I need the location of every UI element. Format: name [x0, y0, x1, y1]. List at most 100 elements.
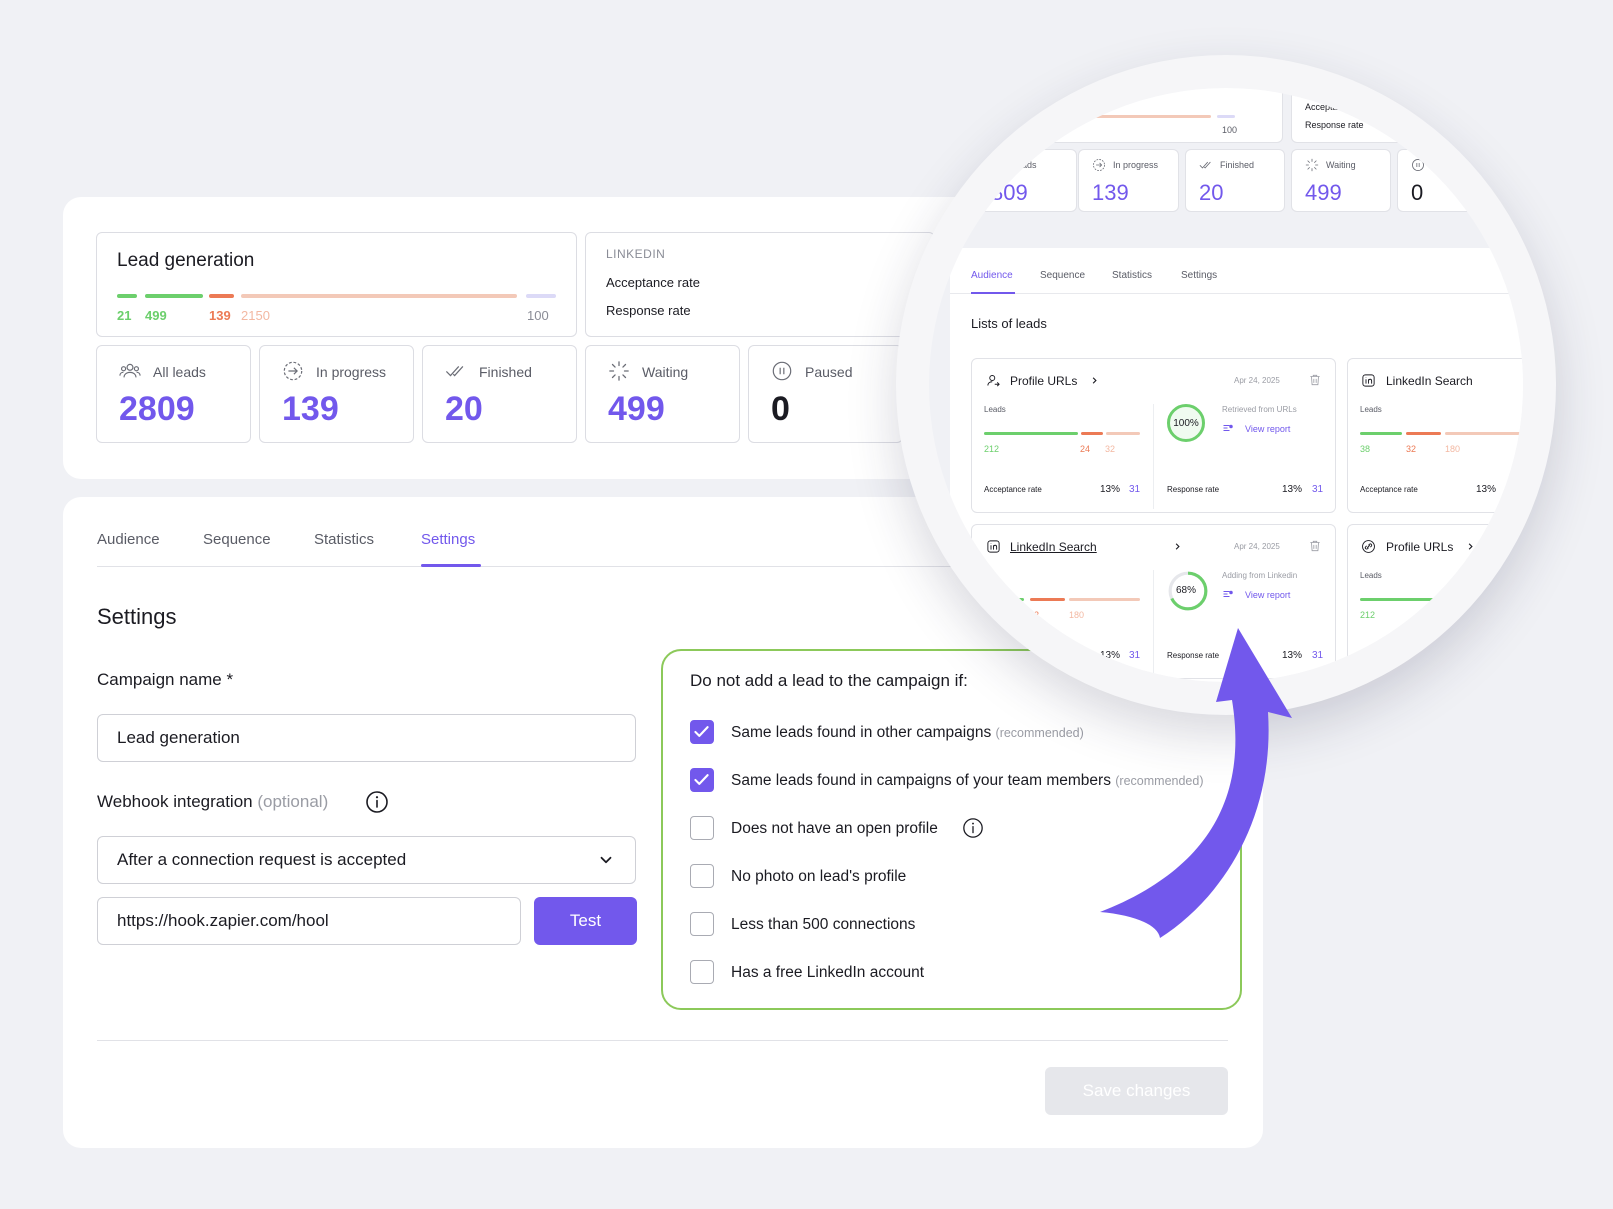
- save-changes-label: Save changes: [1082, 1081, 1191, 1100]
- zoom-lead-list-card[interactable]: LinkedIn Search Apr 24, 2025 ads 2 180 6…: [971, 524, 1336, 679]
- zoom-acc-label: Acceptance rate: [984, 485, 1042, 494]
- tab-statistics[interactable]: Statistics: [314, 531, 375, 548]
- link-icon: [1362, 540, 1375, 553]
- zoom-leads-label: Leads: [1360, 405, 1382, 414]
- zoom-bar-green: [984, 598, 1024, 601]
- chevron-right-icon: [1175, 543, 1180, 550]
- trash-icon[interactable]: [1308, 539, 1322, 553]
- zoom-number: 32: [1105, 444, 1116, 454]
- zoom-resp-count: 31: [1312, 650, 1324, 661]
- zoom-tab-audience[interactable]: Audience: [971, 270, 1013, 281]
- stat-paused[interactable]: Paused 0: [748, 345, 903, 443]
- stat-waiting[interactable]: Waiting 499: [585, 345, 740, 443]
- tab-settings[interactable]: Settings: [421, 531, 476, 548]
- recommended-note: (recommended): [1115, 774, 1204, 788]
- zoom-bar-orange: [1081, 432, 1103, 435]
- spinner-icon: [609, 361, 629, 381]
- pause-icon: [1412, 159, 1424, 171]
- zoom-tab-settings[interactable]: Settings: [1181, 270, 1218, 281]
- zoom-percent: 68%: [1176, 585, 1197, 596]
- stat-all-leads[interactable]: All leads 2809: [96, 345, 251, 443]
- linkedin-rates-box: LINKEDIN Acceptance rate Response rate: [585, 232, 935, 337]
- zoom-bar-green: [1360, 598, 1480, 601]
- zoom-card-title: Profile URLs: [1010, 374, 1078, 388]
- exclusion-text: Does not have an open profile: [731, 820, 938, 837]
- campaign-progress-box: Lead generation 21 499 139 2150 100: [96, 232, 577, 337]
- zoom-number: 24: [1080, 444, 1091, 454]
- zoom-status: Adding from Linkedin: [1222, 571, 1298, 580]
- zoom-lists-heading: Lists of leads: [971, 316, 1047, 331]
- zoom-bar-orange: [1406, 432, 1441, 435]
- zoom-stat-value: 499: [1305, 180, 1342, 205]
- zoom-stat-label: eads: [1017, 160, 1037, 170]
- zoom-acc-label: Acceptance rate: [1360, 485, 1418, 494]
- stat-label: All leads: [153, 364, 206, 380]
- zoom-stat-box: In progress 139: [1078, 149, 1179, 212]
- zoom-lead-list-card[interactable]: Profile URLs Apr 24, 2025 Leads 212 24 3…: [971, 358, 1336, 513]
- stat-label: Paused: [805, 364, 853, 380]
- zoom-stat-box: eads 809: [960, 149, 1077, 212]
- checkbox-free-account[interactable]: [690, 960, 714, 984]
- zoom-lead-list-card[interactable]: LinkedIn Search Leads 38 32 180 Acceptan…: [1347, 358, 1523, 513]
- stat-value: 2809: [119, 390, 195, 428]
- zoom-divider: [1153, 404, 1154, 509]
- stat-finished[interactable]: Finished 20: [422, 345, 577, 443]
- zoom-tab-statistics[interactable]: Statistics: [1112, 270, 1153, 281]
- save-changes-button[interactable]: Save changes: [1045, 1067, 1228, 1115]
- webhook-trigger-select[interactable]: After a connection request is accepted: [97, 836, 636, 884]
- user-arrow-icon: [987, 375, 1000, 387]
- stat-label: Waiting: [642, 364, 689, 380]
- stat-in-progress[interactable]: In progress 139: [259, 345, 414, 443]
- response-rate-label: Response rate: [606, 303, 691, 318]
- tab-audience[interactable]: Audience: [97, 531, 160, 548]
- zoom-leads-label: Leads: [984, 405, 1006, 414]
- tab-sequence[interactable]: Sequence: [203, 531, 271, 548]
- progress-bar-green-1: [117, 294, 137, 298]
- progress-bar-peach: [241, 294, 517, 298]
- exclusion-text: No photo on lead's profile: [731, 868, 907, 885]
- double-check-icon: [1199, 161, 1211, 169]
- zoom-view-report[interactable]: View report: [1245, 424, 1291, 434]
- pause-icon: [772, 361, 792, 381]
- trash-icon[interactable]: [1308, 373, 1322, 387]
- zoom-view-report[interactable]: View report: [1245, 590, 1291, 600]
- webhook-url-input[interactable]: https://hook.zapier.com/hool: [97, 897, 521, 945]
- zoom-card-title: LinkedIn Search: [1010, 540, 1097, 554]
- zoom-progress-bar: [1217, 115, 1235, 118]
- checkbox-other-campaigns[interactable]: [690, 720, 714, 744]
- filter-icon: [1223, 424, 1233, 431]
- check-icon: [694, 774, 709, 785]
- webhook-label: Webhook integration (optional): [97, 792, 328, 812]
- test-button[interactable]: Test: [534, 897, 637, 945]
- info-icon[interactable]: [962, 817, 984, 839]
- checkbox-team-campaigns[interactable]: [690, 768, 714, 792]
- zoom-linkedin-box: Accepta Response rate: [1291, 88, 1511, 143]
- checkbox-few-connections[interactable]: [690, 912, 714, 936]
- check-icon: [694, 726, 709, 737]
- zoom-number: 2: [1034, 610, 1040, 620]
- zoom-bar-peach: [1445, 432, 1523, 435]
- recommended-note: (recommended): [995, 726, 1084, 740]
- zoom-number: 32: [1406, 444, 1417, 454]
- checkbox-no-photo[interactable]: [690, 864, 714, 888]
- progress-arrow-icon: [1093, 159, 1105, 171]
- zoom-resp-label: Response rate: [1167, 651, 1220, 660]
- campaign-name-input[interactable]: Lead generation: [97, 714, 636, 762]
- webhook-label-text: Webhook integration: [97, 792, 253, 811]
- checkbox-open-profile[interactable]: [690, 816, 714, 840]
- stat-value: 139: [282, 390, 339, 428]
- progress-bar-orange: [209, 294, 234, 298]
- zoom-lead-list-card[interactable]: Profile URLs Leads 212: [1347, 524, 1523, 679]
- exclusion-text: Has a free LinkedIn account: [731, 964, 925, 981]
- zoom-tab-sequence[interactable]: Sequence: [1040, 270, 1086, 281]
- zoom-acc-count: 31: [1129, 650, 1141, 661]
- info-icon[interactable]: [365, 790, 389, 814]
- zoom-tabs-divider: [950, 293, 1523, 294]
- progress-bar-green-2: [145, 294, 203, 298]
- campaign-name-label: Campaign name *: [97, 670, 234, 689]
- zoom-stat-box: Waiting 499: [1291, 149, 1391, 212]
- magnifier-lens: 150 100 Accepta Response rate eads 809 I…: [929, 88, 1523, 682]
- progress-number-139: 139: [209, 308, 231, 323]
- zoom-card-date: Apr 24, 2025: [1234, 376, 1280, 385]
- zoom-stat-label: Finished: [1220, 160, 1255, 170]
